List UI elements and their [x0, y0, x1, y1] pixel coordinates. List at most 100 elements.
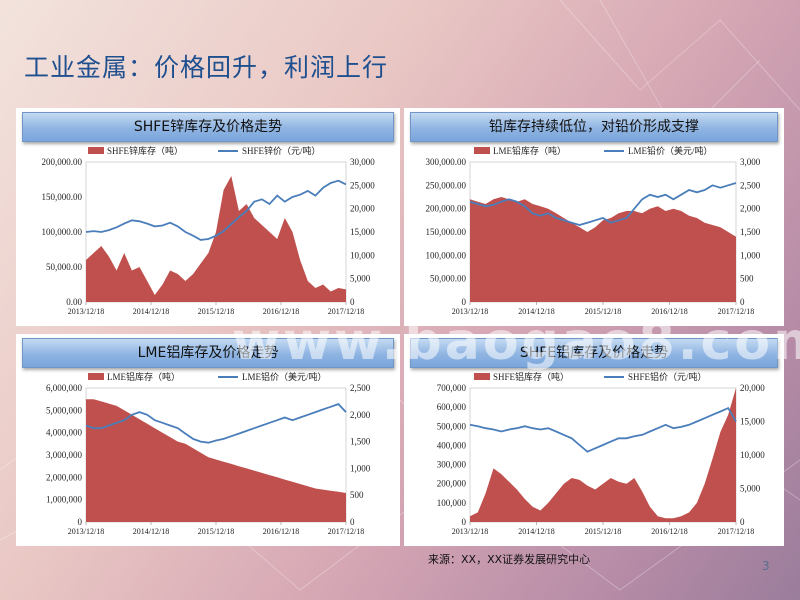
x-axis-tick: 2013/12/18 — [68, 527, 104, 536]
line-series-price — [469, 182, 737, 226]
right-axis-tick: 1,500 — [350, 437, 371, 447]
slide-title: 工业金属：价格回升，利润上行 — [24, 53, 389, 82]
right-axis-tick: 20,000 — [740, 383, 765, 393]
left-axis-tick: 250,000.00 — [426, 180, 467, 190]
x-axis-tick: 2016/12/18 — [263, 307, 299, 316]
x-axis-tick: 2014/12/18 — [133, 527, 169, 536]
right-axis-tick: 2,000 — [350, 410, 371, 420]
right-axis-tick: 25,000 — [350, 180, 375, 190]
chart-panel-shfe-aluminum: SHFE铝库存及价格走势 SHFE铝库存（吨） SHFE铝价（元/吨） 0 100,0… — [404, 334, 784, 546]
left-axis-tick: 0 — [462, 517, 467, 527]
right-axis-tick: 10,000 — [740, 450, 765, 460]
legend-swatch-area — [474, 373, 490, 380]
x-axis-tick: 2013/12/18 — [452, 307, 488, 316]
right-axis-tick: 20,000 — [350, 204, 375, 214]
left-axis-tick: 0 — [462, 297, 467, 307]
legend-label: SHFE锌库存（吨） — [107, 145, 183, 156]
area-series-inventory — [470, 388, 736, 522]
x-axis-tick: 2015/12/18 — [585, 527, 621, 536]
left-axis-tick: 600,000 — [437, 402, 467, 412]
line-series-price — [85, 179, 347, 241]
left-axis-tick: 700,000 — [437, 383, 467, 393]
left-axis-tick: 200,000 — [437, 479, 467, 489]
left-axis-tick: 100,000 — [437, 498, 467, 508]
x-axis-tick: 2016/12/18 — [263, 527, 299, 536]
left-axis-tick: 3,000,000 — [46, 450, 83, 460]
line-series-price — [469, 406, 737, 453]
chart-title: SHFE铝库存及价格走势 — [410, 338, 778, 368]
right-axis-tick: 2,500 — [740, 180, 761, 190]
left-axis-tick: 6,000,000 — [46, 383, 83, 393]
left-axis-tick: 150,000.00 — [42, 192, 83, 202]
left-axis-tick: 400,000 — [437, 440, 467, 450]
right-axis-tick: 500 — [740, 274, 754, 284]
right-axis-tick: 3,000 — [740, 157, 761, 167]
legend-label: SHFE铝库存（吨） — [493, 371, 569, 382]
area-series-inventory — [86, 399, 346, 522]
right-axis-tick: 0 — [350, 297, 355, 307]
right-axis-tick: 15,000 — [350, 227, 375, 237]
x-axis-tick: 2013/12/18 — [68, 307, 104, 316]
right-axis-tick: 15,000 — [740, 417, 765, 427]
legend-label: LME铝价（美元/吨） — [242, 371, 327, 382]
x-axis-tick: 2016/12/18 — [651, 307, 687, 316]
left-axis-tick: 100,000.00 — [42, 227, 83, 237]
chart-title: 铅库存持续低位，对铅价形成支撑 — [410, 112, 778, 142]
legend-swatch-area — [88, 147, 104, 154]
x-axis-tick: 2014/12/18 — [133, 307, 169, 316]
x-axis-tick: 2017/12/18 — [718, 527, 754, 536]
left-axis-tick: 50,000.00 — [430, 274, 467, 284]
source-note: 来源：XX，XX证券发展研究中心 — [428, 553, 591, 566]
legend-swatch-area — [474, 147, 490, 154]
right-axis-tick: 1,500 — [740, 227, 761, 237]
left-axis-tick: 300,000 — [437, 460, 467, 470]
left-axis-tick: 2,000,000 — [46, 472, 83, 482]
left-axis-tick: 0.00 — [66, 297, 82, 307]
right-axis-tick: 1,000 — [350, 463, 371, 473]
chart-title: SHFE锌库存及价格走势 — [22, 112, 394, 142]
page-number: 3 — [762, 559, 770, 573]
legend-swatch-area — [88, 373, 104, 380]
left-axis-tick: 200,000.00 — [426, 204, 467, 214]
legend-label: SHFE锌价（元/吨） — [242, 145, 321, 156]
left-axis-tick: 1,000,000 — [46, 495, 83, 505]
right-axis-tick: 0 — [740, 517, 745, 527]
right-axis-tick: 10,000 — [350, 250, 375, 260]
right-axis-tick: 5,000 — [740, 484, 761, 494]
area-series-inventory — [470, 197, 736, 302]
x-axis-tick: 2015/12/18 — [198, 527, 234, 536]
x-axis-tick: 2017/12/18 — [718, 307, 754, 316]
left-axis-tick: 100,000.00 — [426, 250, 467, 260]
left-axis-tick: 500,000 — [437, 421, 467, 431]
right-axis-tick: 0 — [740, 297, 745, 307]
legend-label: LME铅价（美元/吨） — [628, 145, 713, 156]
legend-label: LME铝库存（吨） — [107, 371, 180, 382]
right-axis-tick: 30,000 — [350, 157, 375, 167]
chart-lead: LME铅库存（吨） LME铅价（美元/吨） 0 50,000.00 100,000.00… — [426, 145, 761, 316]
area-series-inventory — [86, 176, 346, 302]
right-axis-tick: 2,500 — [350, 383, 371, 393]
left-axis-tick: 4,000,000 — [46, 428, 83, 438]
x-axis-tick: 2017/12/18 — [328, 527, 364, 536]
left-axis-tick: 5,000,000 — [46, 405, 83, 415]
chart-zinc: SHFE锌库存（吨） SHFE锌价（元/吨） 0.00 50,000.00 100,00… — [42, 145, 376, 316]
x-axis-tick: 2014/12/18 — [518, 307, 554, 316]
chart-panel-zinc: SHFE锌库存及价格走势 SHFE锌库存（吨） SHFE锌价（元/吨） 0.00 50… — [16, 108, 400, 326]
chart-panel-lead: 铅库存持续低位，对铅价形成支撑 LME铅库存（吨） LME铅价（美元/吨） 0 50,… — [404, 108, 784, 326]
x-axis-tick: 2014/12/18 — [518, 527, 554, 536]
right-axis-tick: 1,000 — [740, 250, 761, 260]
chart-title: LME铝库存及价格走势 — [22, 338, 394, 368]
x-axis-tick: 2016/12/18 — [651, 527, 687, 536]
x-axis-tick: 2017/12/18 — [328, 307, 364, 316]
chart-shfe-aluminum: SHFE铝库存（吨） SHFE铝价（元/吨） 0 100,000 200,000 300,… — [437, 371, 766, 536]
legend-label: SHFE铝价（元/吨） — [628, 371, 707, 382]
right-axis-tick: 500 — [350, 490, 364, 500]
watermark: www.baogao8.com — [232, 312, 800, 372]
left-axis-tick: 300,000.00 — [426, 157, 467, 167]
left-axis-tick: 150,000.00 — [426, 227, 467, 237]
left-axis-tick: 50,000.00 — [46, 262, 83, 272]
legend-label: LME铅库存（吨） — [493, 145, 566, 156]
right-axis-tick: 0 — [350, 517, 355, 527]
left-axis-tick: 200,000.00 — [42, 157, 83, 167]
x-axis-tick: 2015/12/18 — [585, 307, 621, 316]
